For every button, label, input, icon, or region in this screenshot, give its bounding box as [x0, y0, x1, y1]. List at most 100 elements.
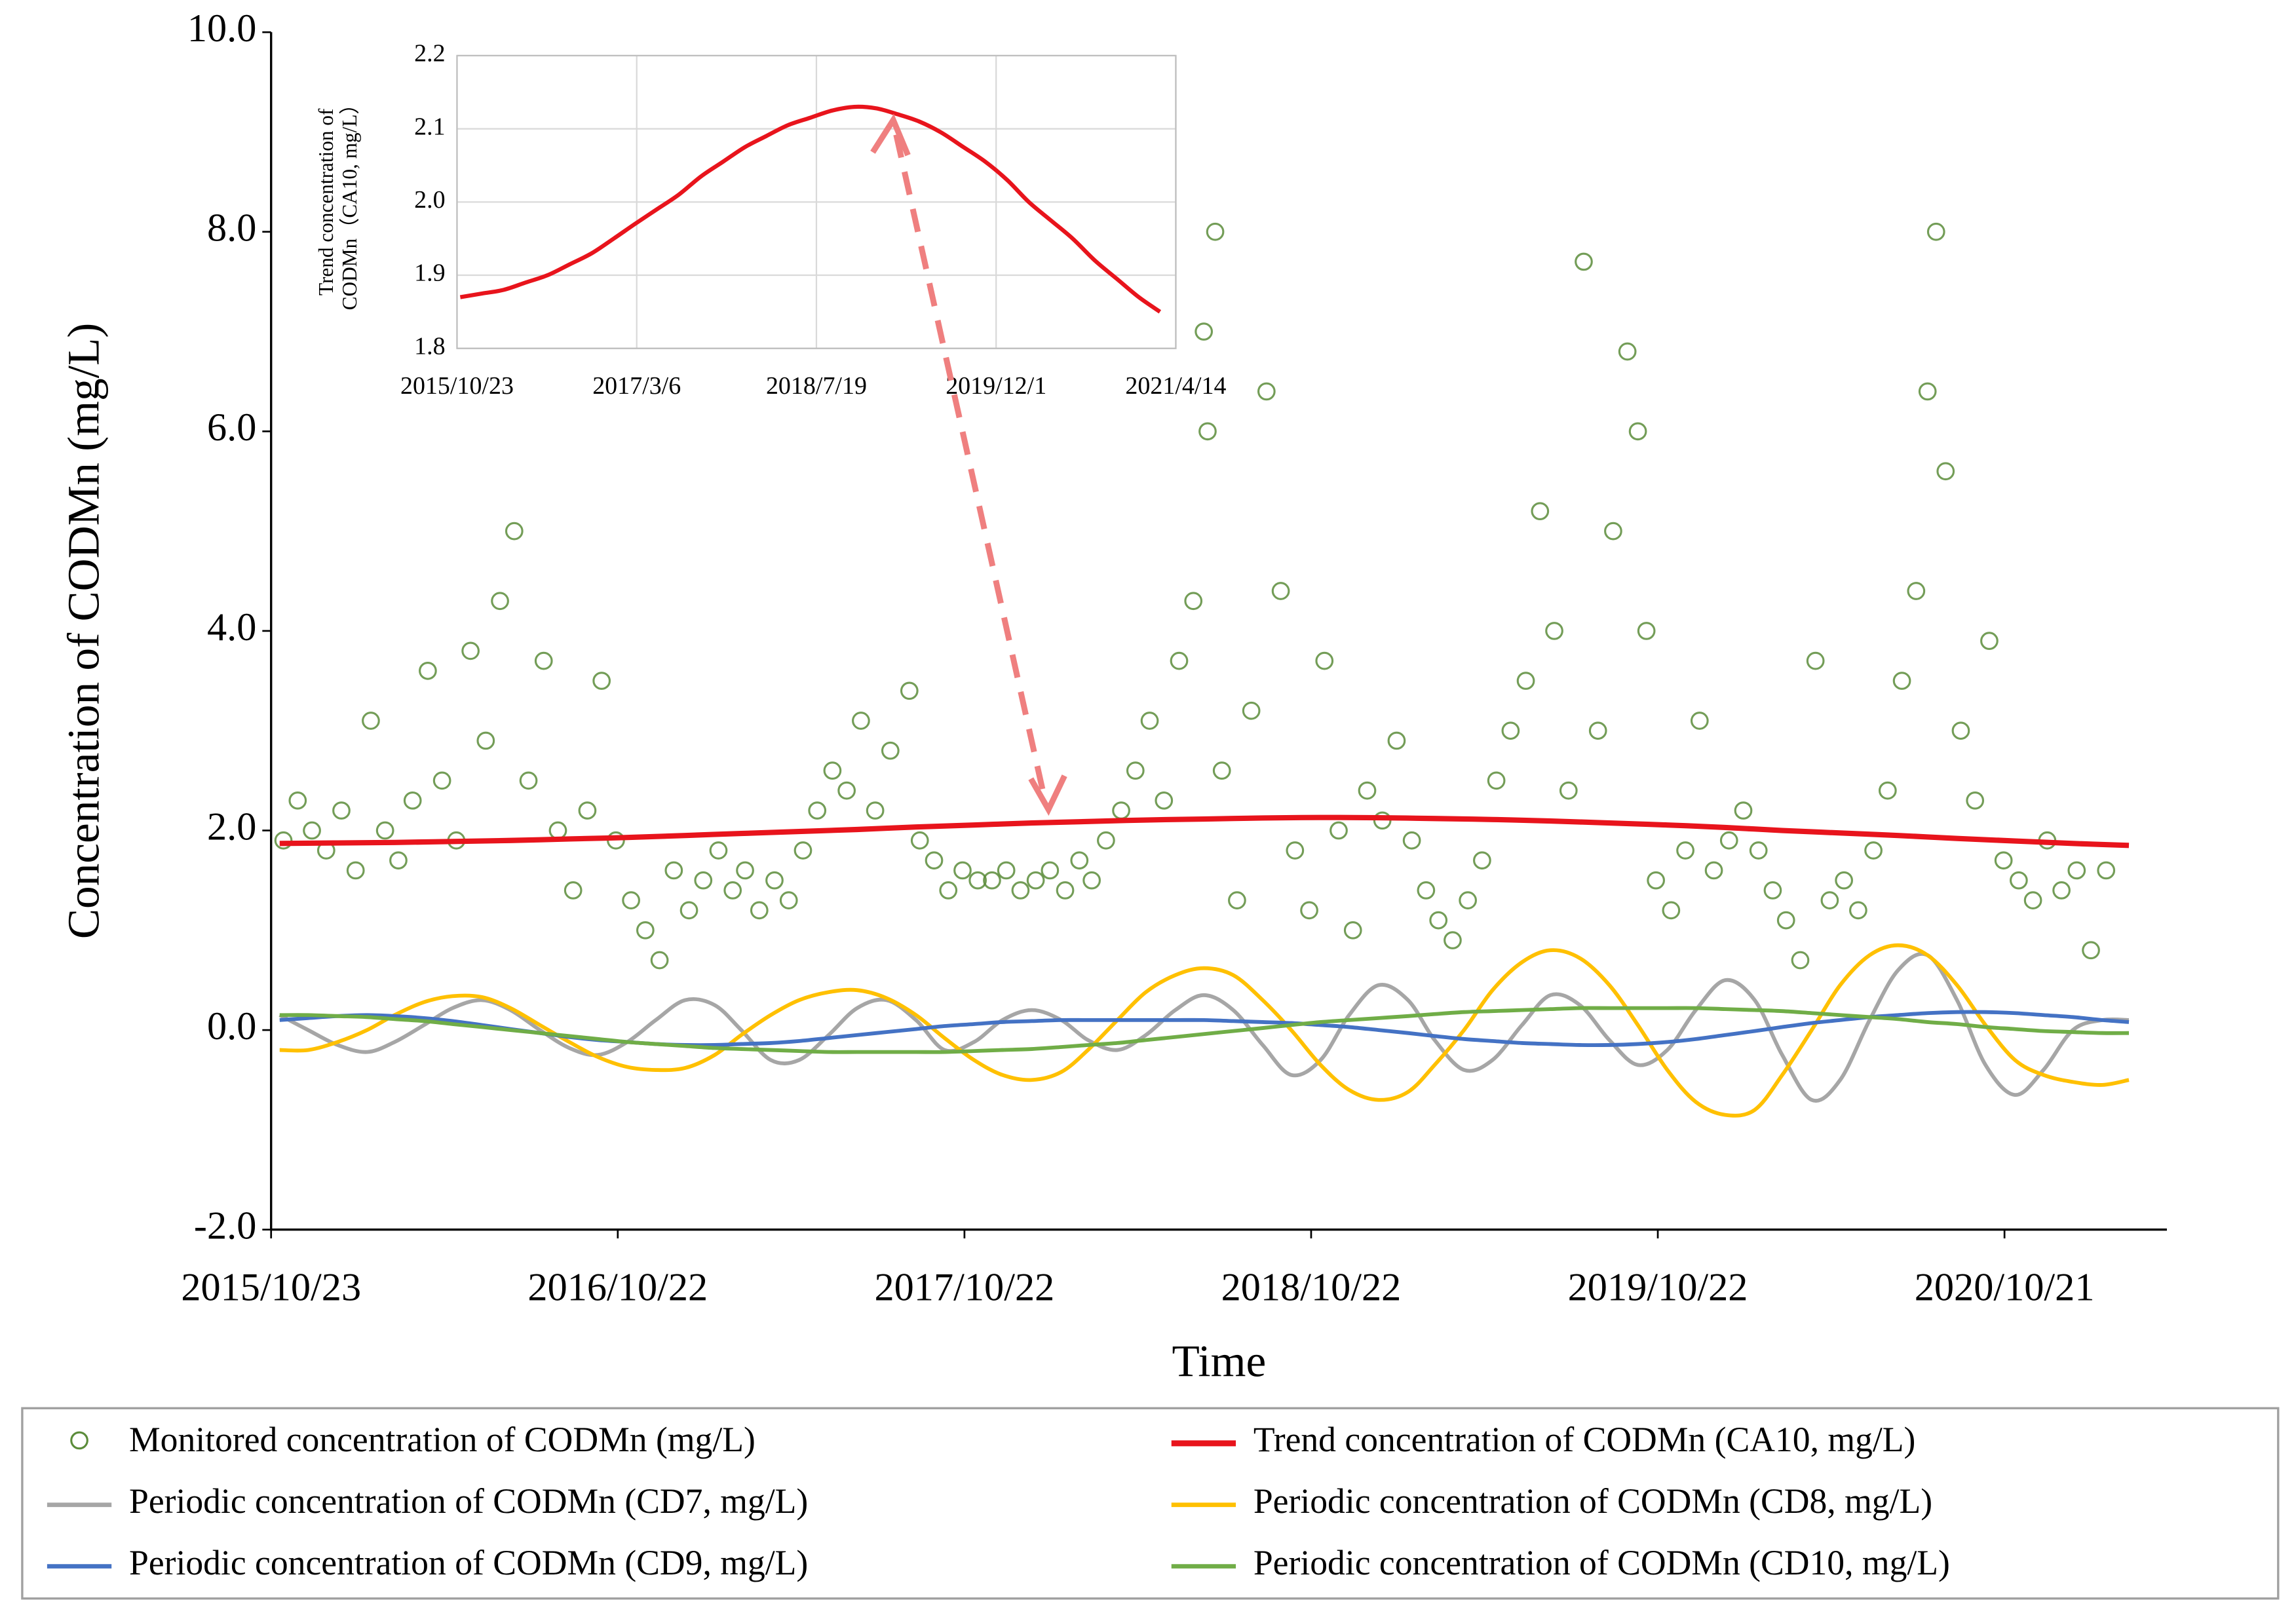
data-point: [505, 522, 524, 541]
data-point: [1864, 841, 1883, 860]
data-point: [1206, 222, 1225, 241]
data-point: [1820, 891, 1839, 909]
data-point: [1082, 871, 1101, 890]
data-point: [881, 741, 900, 760]
data-point: [1343, 921, 1362, 940]
series-line: [279, 1006, 2130, 1054]
data-point: [1140, 712, 1159, 730]
inset-chart: 1.8 1.9 2.0 2.1 2.2 2015/10/23 2017/3/6 2018/7/…: [315, 40, 1226, 400]
data-point: [2082, 941, 2100, 960]
data-point: [1980, 632, 1999, 651]
data-point: [274, 831, 293, 850]
legend-label: Periodic concentration of CODMn (CD9, mg…: [129, 1543, 808, 1582]
data-point: [823, 761, 842, 780]
arrow-head: [1028, 774, 1067, 816]
data-point: [1531, 502, 1550, 521]
y-axis-label: CODMn（CA10, mg/L）: [338, 94, 361, 310]
y-axis-label: Concentration of CODMn (mg/L): [58, 323, 108, 940]
data-point: [808, 801, 827, 820]
data-point: [1242, 701, 1261, 720]
data-point: [1417, 881, 1436, 900]
data-point: [592, 672, 611, 690]
y-tick-label: 2.0: [207, 805, 256, 848]
data-point: [1070, 851, 1089, 870]
x-tick-label: 2017/3/6: [592, 372, 681, 400]
data-point: [910, 831, 929, 850]
y-tick-label: 2.1: [414, 113, 445, 140]
data-point: [1402, 831, 1421, 850]
legend: Monitored concentration of CODMn (mg/L) T…: [47, 1420, 1950, 1582]
data-point: [1155, 791, 1174, 810]
data-point: [1951, 721, 1970, 740]
y-tick-label: 10.0: [187, 7, 257, 50]
series-line: [279, 814, 2130, 848]
data-point: [1647, 871, 1665, 890]
data-point: [375, 821, 394, 840]
data-point: [1097, 831, 1115, 850]
data-point: [476, 731, 495, 750]
data-point: [866, 801, 885, 820]
main-chart: -2.0 0.0 2.0 4.0 6.0 8.0 10.0 2015/10/23 2016/10…: [58, 7, 2167, 1386]
data-point: [900, 681, 919, 700]
data-point: [794, 841, 813, 860]
data-point: [636, 921, 655, 940]
y-tick-label: 8.0: [207, 206, 256, 250]
legend-marker: [70, 1431, 88, 1450]
data-point: [1637, 622, 1656, 640]
data-point: [679, 901, 698, 920]
data-point: [1892, 672, 1911, 690]
legend-label: Trend concentration of CODMn (CA10, mg/L…: [1253, 1420, 1916, 1459]
data-point: [1618, 342, 1637, 361]
data-point: [461, 641, 480, 660]
y-tick-label: 0.0: [207, 1004, 256, 1048]
data-point: [1212, 761, 1231, 780]
data-point: [1026, 871, 1045, 890]
data-point: [432, 771, 451, 790]
data-point: [1545, 622, 1563, 640]
data-point: [723, 881, 742, 900]
data-point: [1501, 721, 1520, 740]
data-point: [2097, 861, 2116, 880]
data-point: [519, 771, 538, 790]
x-tick-label: 2015/10/23: [181, 1265, 361, 1309]
data-point: [1387, 731, 1406, 750]
y-tick-label: 1.8: [414, 332, 445, 360]
data-point: [1918, 382, 1937, 401]
data-point: [1878, 781, 1897, 800]
data-point: [1926, 222, 1945, 241]
data-point: [1704, 861, 1723, 880]
data-point: [1966, 791, 1985, 810]
data-point: [1588, 721, 1607, 740]
data-point: [1228, 891, 1246, 909]
data-point: [1749, 841, 1768, 860]
data-point: [1271, 582, 1290, 600]
data-point: [332, 801, 351, 820]
data-point: [953, 861, 972, 880]
data-point: [534, 651, 553, 670]
data-point: [694, 871, 713, 890]
data-point: [925, 851, 944, 870]
data-point: [1257, 382, 1276, 401]
y-tick-label: 4.0: [207, 605, 256, 649]
plot-border: [456, 54, 1177, 349]
data-point: [750, 901, 769, 920]
data-point: [1604, 522, 1622, 541]
data-point: [622, 891, 640, 909]
y-tick-label: 6.0: [207, 406, 256, 449]
data-point: [1459, 891, 1477, 909]
data-point: [1763, 881, 1782, 900]
legend-label: Periodic concentration of CODMn (CD8, mg…: [1253, 1481, 1932, 1521]
x-tick-label: 2017/10/22: [875, 1265, 1055, 1309]
data-point: [1358, 781, 1377, 800]
x-tick-label: 2019/10/22: [1568, 1265, 1748, 1309]
data-point: [1195, 322, 1214, 341]
series-line: [459, 104, 1162, 314]
data-point: [1184, 592, 1203, 611]
data-point: [1849, 901, 1867, 920]
data-point: [362, 712, 380, 730]
y-tick-label: 2.0: [414, 186, 445, 214]
data-point: [1719, 831, 1738, 850]
x-axis-label: Time: [1172, 1335, 1266, 1386]
data-point: [1575, 252, 1593, 271]
